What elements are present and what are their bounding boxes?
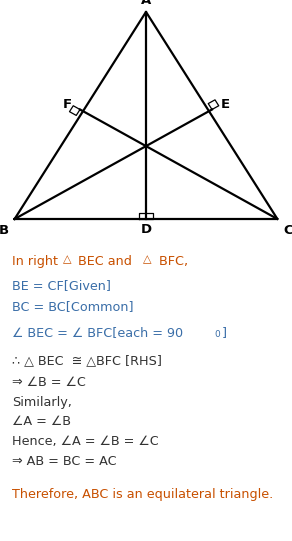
Text: BC = BC[Common]: BC = BC[Common] — [12, 300, 133, 313]
Text: A: A — [141, 0, 151, 7]
Text: △: △ — [63, 255, 71, 265]
Text: C: C — [283, 224, 292, 237]
Text: B: B — [0, 224, 9, 237]
Text: ⇒ AB = BC = AC: ⇒ AB = BC = AC — [12, 454, 116, 467]
Text: ⇒ ∠B = ∠C: ⇒ ∠B = ∠C — [12, 376, 86, 389]
Text: ]: ] — [221, 326, 226, 339]
Text: ∴ △ BEC  ≅ △BFC [RHS]: ∴ △ BEC ≅ △BFC [RHS] — [12, 355, 161, 368]
Text: ∠A = ∠B: ∠A = ∠B — [12, 415, 71, 428]
Text: 0: 0 — [215, 329, 220, 339]
Text: F: F — [62, 98, 72, 111]
Text: BFC,: BFC, — [155, 255, 188, 268]
Text: D: D — [140, 223, 152, 236]
Text: Hence, ∠A = ∠B = ∠C: Hence, ∠A = ∠B = ∠C — [12, 435, 159, 448]
Text: In right: In right — [12, 255, 66, 268]
Text: E: E — [220, 98, 230, 111]
Text: Similarly,: Similarly, — [12, 395, 72, 408]
Text: ∠ BEC = ∠ BFC[each = 90: ∠ BEC = ∠ BFC[each = 90 — [12, 326, 183, 339]
Text: △: △ — [143, 255, 152, 265]
Text: BEC and: BEC and — [74, 255, 140, 268]
Text: Therefore, ABC is an equilateral triangle.: Therefore, ABC is an equilateral triangl… — [12, 488, 273, 501]
Text: BE = CF[Given]: BE = CF[Given] — [12, 279, 111, 292]
